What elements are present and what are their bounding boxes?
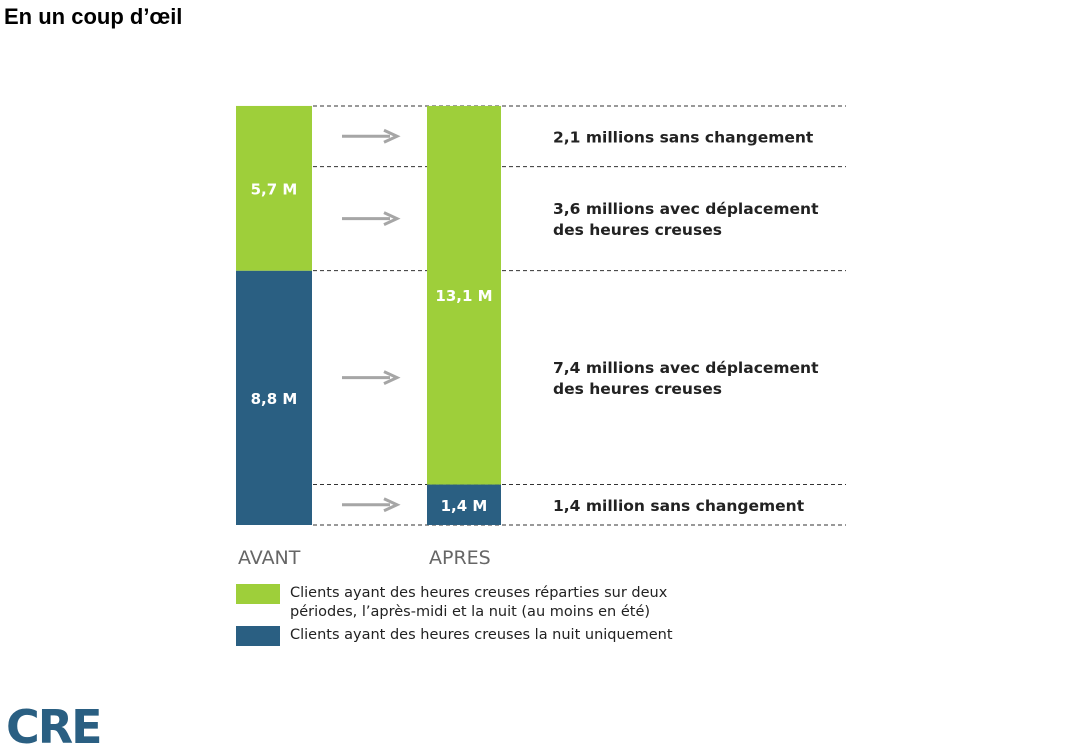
data-label: 13,1 M <box>435 287 492 305</box>
data-label: 5,7 M <box>251 180 298 198</box>
arrow-head-icon <box>383 128 401 144</box>
bar-segment <box>427 484 501 525</box>
transition-label: des heures creuses <box>553 380 722 398</box>
transition-label: 1,4 million sans changement <box>553 497 805 515</box>
page-title: En un coup d’œil <box>4 4 183 29</box>
data-label: 8,8 M <box>251 390 298 408</box>
legend-label-blue: Clients ayant des heures creuses la nuit… <box>290 627 673 643</box>
legend-swatch-blue <box>236 626 280 646</box>
transition-label: 7,4 millions avec déplacement <box>553 359 819 377</box>
data-label: 1,4 M <box>441 497 488 515</box>
category-label: AVANT <box>238 547 301 569</box>
legend-label-green: Clients ayant des heures creuses réparti… <box>290 585 668 620</box>
arrow-head-icon <box>383 497 401 513</box>
bar-segment <box>427 105 501 485</box>
transition-label: des heures creuses <box>553 221 722 239</box>
transition-label: 3,6 millions avec déplacement <box>553 200 819 218</box>
transition-label: 2,1 millions sans changement <box>553 128 814 146</box>
bar-segment <box>236 105 312 271</box>
arrow-head-icon <box>383 211 401 227</box>
cre-logo: CRE <box>6 700 103 754</box>
arrow-head-icon <box>383 370 401 385</box>
category-label: APRES <box>429 547 491 569</box>
legend-swatch-green <box>236 584 280 604</box>
bar-segment <box>236 270 312 525</box>
